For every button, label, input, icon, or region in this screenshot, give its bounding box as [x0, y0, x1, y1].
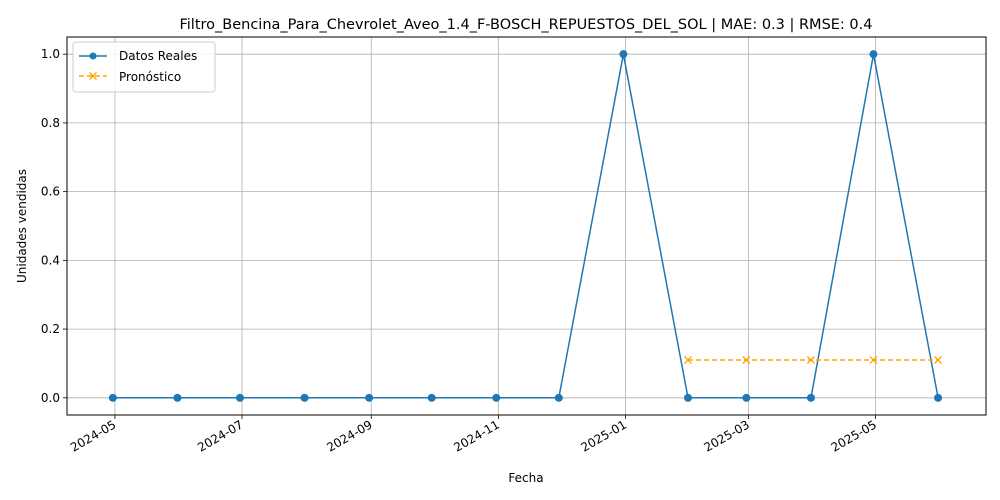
plot-frame [66, 36, 987, 416]
series-layer [108, 50, 943, 402]
series-line-datos-reales [112, 53, 939, 399]
data-point-datos-reales [173, 393, 182, 402]
legend-label-pronostico: Pronóstico [119, 70, 181, 84]
legend-label-datos-reales: Datos Reales [119, 49, 197, 63]
legend-marker-datos-reales [89, 52, 97, 60]
data-point-datos-reales [742, 393, 751, 402]
data-point-pronostico [684, 356, 692, 364]
chart-title: Filtro_Bencina_Para_Chevrolet_Aveo_1.4_F… [179, 17, 872, 33]
data-point-datos-reales [492, 393, 501, 402]
data-point-datos-reales [869, 50, 878, 59]
data-point-datos-reales [365, 393, 374, 402]
data-point-datos-reales [684, 393, 693, 402]
data-point-datos-reales [934, 393, 943, 402]
y-tick-label: 0.8 [41, 116, 60, 130]
legend-box [72, 41, 216, 93]
y-tick-label: 0.4 [41, 253, 60, 267]
data-point-datos-reales [554, 393, 563, 402]
x-axis-label: Fecha [508, 471, 543, 485]
data-point-datos-reales [619, 50, 628, 59]
data-point-datos-reales [235, 393, 244, 402]
legend-marker-pronostico [89, 72, 97, 80]
y-tick-label: 0.6 [41, 185, 60, 199]
y-axis-label: Unidades vendidas [15, 169, 29, 283]
data-point-datos-reales [108, 393, 117, 402]
data-point-datos-reales [300, 393, 309, 402]
data-point-pronostico [869, 356, 878, 364]
y-tick-label: 1.0 [41, 47, 60, 61]
data-point-pronostico [806, 356, 815, 364]
y-tick-label: 0.0 [41, 391, 60, 405]
data-point-pronostico [742, 356, 751, 364]
data-point-datos-reales [806, 393, 815, 402]
legend: Datos Reales Pronóstico [72, 41, 216, 93]
data-point-datos-reales [427, 393, 436, 402]
y-tick-label: 0.2 [41, 322, 60, 336]
data-point-pronostico [934, 356, 943, 364]
